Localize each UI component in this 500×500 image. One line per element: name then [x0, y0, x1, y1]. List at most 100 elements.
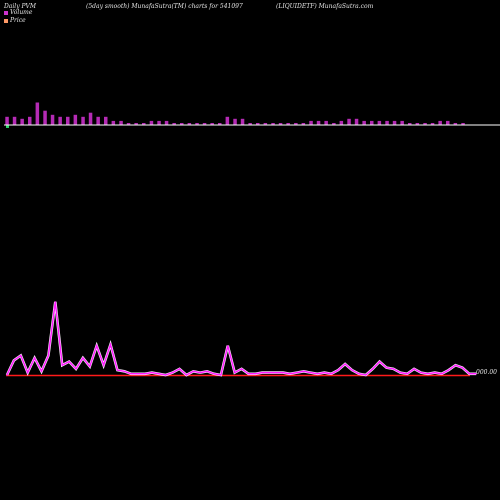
price-point	[420, 372, 422, 374]
volume-bar	[149, 120, 154, 125]
price-point	[227, 345, 229, 347]
price-point	[385, 367, 388, 369]
price-point	[103, 364, 105, 366]
price-point	[192, 370, 194, 372]
volume-bar	[218, 123, 222, 125]
volume-bar	[248, 123, 252, 125]
price-point	[96, 345, 98, 347]
legend-volume: Volume	[4, 9, 32, 17]
volume-bar	[104, 116, 108, 125]
price-point	[254, 373, 256, 375]
volume-bar	[202, 123, 207, 125]
price-point	[330, 373, 332, 375]
volume-bar	[111, 120, 116, 125]
price-point	[89, 365, 91, 368]
price-point	[289, 373, 291, 375]
volume-bar	[35, 102, 40, 125]
volume-bar	[119, 120, 123, 125]
volume-bar	[400, 120, 404, 125]
price-point	[144, 373, 146, 375]
price-point	[399, 372, 401, 374]
price-point	[365, 374, 367, 376]
volume-bar	[73, 114, 78, 126]
volume-bar	[339, 120, 344, 125]
volume-bar	[446, 120, 450, 125]
legend-volume-label: Volume	[10, 9, 33, 16]
volume-bar	[408, 123, 412, 125]
volume-bar	[180, 123, 184, 125]
price-point	[296, 372, 298, 374]
volume-bar	[50, 114, 55, 126]
volume-bar	[88, 112, 93, 125]
volume-bar	[142, 123, 146, 125]
volume-bar	[256, 123, 260, 125]
volume-bar	[415, 123, 420, 125]
volume-bar	[271, 123, 275, 125]
volume-bar	[225, 116, 230, 125]
volume-bar	[430, 123, 435, 125]
price-point	[351, 369, 353, 371]
volume-bar	[453, 123, 458, 125]
volume-bar	[377, 120, 382, 125]
price-line	[6, 301, 477, 376]
price-point	[392, 368, 394, 370]
volume-bar	[301, 123, 306, 125]
price-point	[151, 372, 153, 374]
volume-bar	[278, 123, 283, 125]
chart-header-center: (5day smooth) MunafaSutra(TM) charts for…	[86, 3, 243, 10]
volume-bar	[316, 120, 321, 125]
price-point	[123, 370, 125, 372]
volume-bar	[385, 120, 389, 125]
price-point	[379, 361, 381, 363]
volume-bar	[233, 118, 237, 125]
price-point	[372, 368, 374, 370]
price-point	[461, 367, 463, 369]
price-point	[27, 372, 29, 374]
volume-bar	[286, 123, 290, 125]
price-point	[178, 368, 181, 370]
price-point	[303, 370, 305, 372]
legend-price-swatch	[4, 18, 8, 23]
price-point	[220, 374, 222, 376]
price-point	[20, 354, 22, 357]
price-point	[234, 372, 236, 374]
price-point	[137, 373, 139, 375]
price-point	[413, 368, 415, 370]
volume-bar	[20, 118, 24, 125]
price-point	[40, 370, 43, 372]
price-point	[116, 369, 118, 371]
price-point	[337, 369, 339, 371]
price-point	[268, 372, 270, 374]
legend-price: Price	[4, 17, 32, 25]
volume-bar	[164, 120, 169, 125]
volume-bar	[461, 123, 465, 125]
volume-bar	[195, 123, 199, 125]
price-point	[427, 373, 429, 375]
price-point	[13, 359, 15, 361]
price-last-label: 000.00	[476, 369, 497, 376]
legend-volume-swatch	[4, 10, 8, 15]
price-point	[6, 374, 8, 376]
volume-bar	[187, 123, 192, 125]
price-point	[247, 373, 250, 375]
chart-legend: Volume Price	[4, 9, 32, 25]
volume-bar	[324, 120, 328, 125]
volume-bar	[5, 116, 9, 125]
price-point	[206, 370, 208, 372]
price-point	[213, 373, 215, 375]
volume-bar	[96, 116, 100, 125]
price-point	[448, 369, 450, 371]
volume-bar	[347, 118, 351, 125]
chart-header-right: (LIQUIDETF) MunafaSutra.com	[276, 3, 374, 10]
chart-header-left: Daily PVM	[4, 3, 37, 10]
volume-bar	[362, 120, 366, 125]
price-point	[282, 372, 284, 374]
volume-bar	[126, 123, 131, 125]
price-point	[441, 373, 443, 375]
price-point	[261, 372, 263, 374]
price-point	[34, 357, 36, 359]
volume-bar	[58, 116, 62, 125]
price-point	[344, 363, 346, 365]
volume-bar	[332, 123, 336, 125]
